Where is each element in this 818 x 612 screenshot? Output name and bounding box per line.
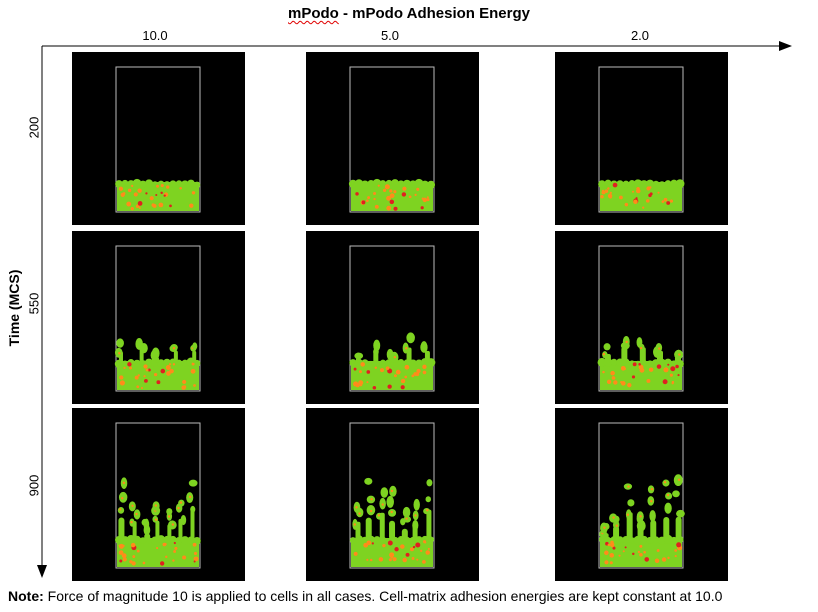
- simulation-image: [597, 245, 684, 392]
- panel-r1-c2: [306, 52, 479, 225]
- simulation-image: [349, 422, 435, 569]
- column-label-2: 2.0: [630, 28, 650, 43]
- y-axis-title: Time (MCS): [6, 269, 22, 347]
- y-axis-arrowhead: [37, 565, 47, 578]
- simulation-image: [348, 66, 436, 213]
- simulation-image: [115, 422, 201, 569]
- column-label-5: 5.0: [380, 28, 400, 43]
- row-label-200: 200: [26, 116, 42, 139]
- footnote-label: Note:: [8, 588, 44, 604]
- panel-r2-c3: [555, 231, 728, 404]
- panel-r2-c1: [72, 231, 245, 404]
- panel-r3-c2: [306, 408, 479, 581]
- row-label-900: 900: [26, 474, 42, 497]
- footnote-text: Force of magnitude 10 is applied to cell…: [43, 588, 723, 604]
- panel-r3-c3: [555, 408, 728, 581]
- figure-title: mPodo - mPodo Adhesion Energy: [0, 5, 818, 22]
- title-rest: - mPodo Adhesion Energy: [338, 5, 530, 22]
- panel-r3-c1: [72, 408, 245, 581]
- panel-r1-c3: [555, 52, 728, 225]
- column-label-10: 10.0: [142, 28, 168, 43]
- panel-r1-c1: [72, 52, 245, 225]
- simulation-image: [598, 422, 685, 569]
- simulation-image: [115, 66, 201, 213]
- row-label-550: 550: [26, 292, 42, 315]
- footnote: Note: Force of magnitude 10 is applied t…: [8, 588, 722, 604]
- panel-r2-c2: [306, 231, 479, 404]
- x-axis-arrowhead: [779, 41, 792, 51]
- simulation-image: [598, 66, 685, 213]
- title-underlined-word: mPodo: [288, 5, 339, 22]
- simulation-image: [114, 245, 201, 392]
- simulation-image: [349, 245, 436, 392]
